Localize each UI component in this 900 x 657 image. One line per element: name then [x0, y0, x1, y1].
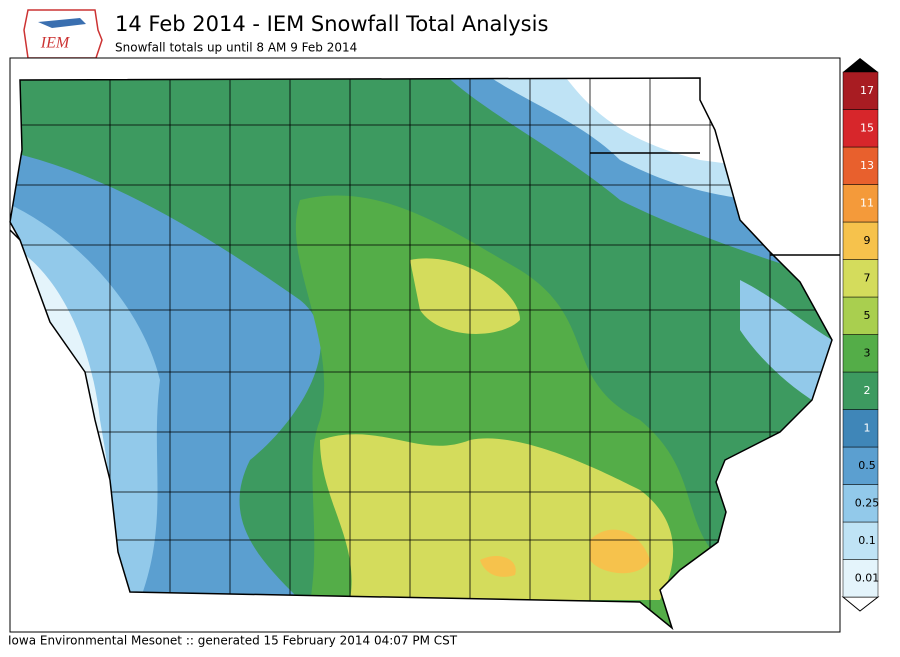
- colorbar: 0.01 0.1 0.25 0.5 1 2 3 5 7 9 11 13 15 17: [841, 58, 880, 612]
- colorbar-label: 9: [864, 234, 871, 247]
- colorbar-segment: [842, 409, 879, 448]
- colorbar-segment: [842, 446, 879, 485]
- colorbar-label: 0.01: [855, 571, 880, 584]
- state-border: [9, 77, 833, 631]
- colorbar-min: [841, 596, 880, 612]
- colorbar-segment: [842, 559, 879, 598]
- colorbar-label: 0.5: [858, 459, 876, 472]
- colorbar-segment: [842, 146, 879, 185]
- colorbar-segment: [842, 521, 879, 560]
- colorbar-label: 0.1: [858, 534, 876, 547]
- colorbar-segment: [842, 371, 879, 410]
- title: 14 Feb 2014 - IEM Snowfall Total Analysi…: [115, 12, 548, 36]
- colorbar-segment: [842, 221, 879, 260]
- colorbar-label: 7: [864, 271, 871, 284]
- colorbar-label: 3: [864, 346, 871, 359]
- colorbar-label: 13: [860, 159, 874, 172]
- colorbar-segment: [842, 259, 879, 298]
- colorbar-segment: [842, 296, 879, 335]
- county-lines: [10, 78, 832, 628]
- colorbar-label: 17: [860, 84, 874, 97]
- colorbar-label: 0.25: [855, 496, 880, 509]
- colorbar-segment: [842, 184, 879, 223]
- colorbar-segment: [842, 334, 879, 373]
- colorbar-label: 5: [864, 309, 871, 322]
- footer: Iowa Environmental Mesonet :: generated …: [8, 634, 458, 648]
- neighbor-borders: [9, 152, 840, 256]
- subtitle: Snowfall totals up until 8 AM 9 Feb 2014: [115, 41, 357, 55]
- colorbar-label: 11: [860, 196, 874, 209]
- colorbar-label: 1: [864, 421, 871, 434]
- logo: IEM: [23, 9, 103, 59]
- colorbar-label: 2: [864, 384, 871, 397]
- logo-text: IEM: [40, 35, 71, 52]
- colorbar-max: [843, 58, 878, 72]
- colorbar-label: 15: [860, 121, 874, 134]
- colorbar-segment: [842, 71, 879, 110]
